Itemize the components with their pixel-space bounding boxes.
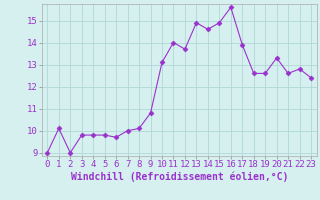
X-axis label: Windchill (Refroidissement éolien,°C): Windchill (Refroidissement éolien,°C) <box>70 172 288 182</box>
